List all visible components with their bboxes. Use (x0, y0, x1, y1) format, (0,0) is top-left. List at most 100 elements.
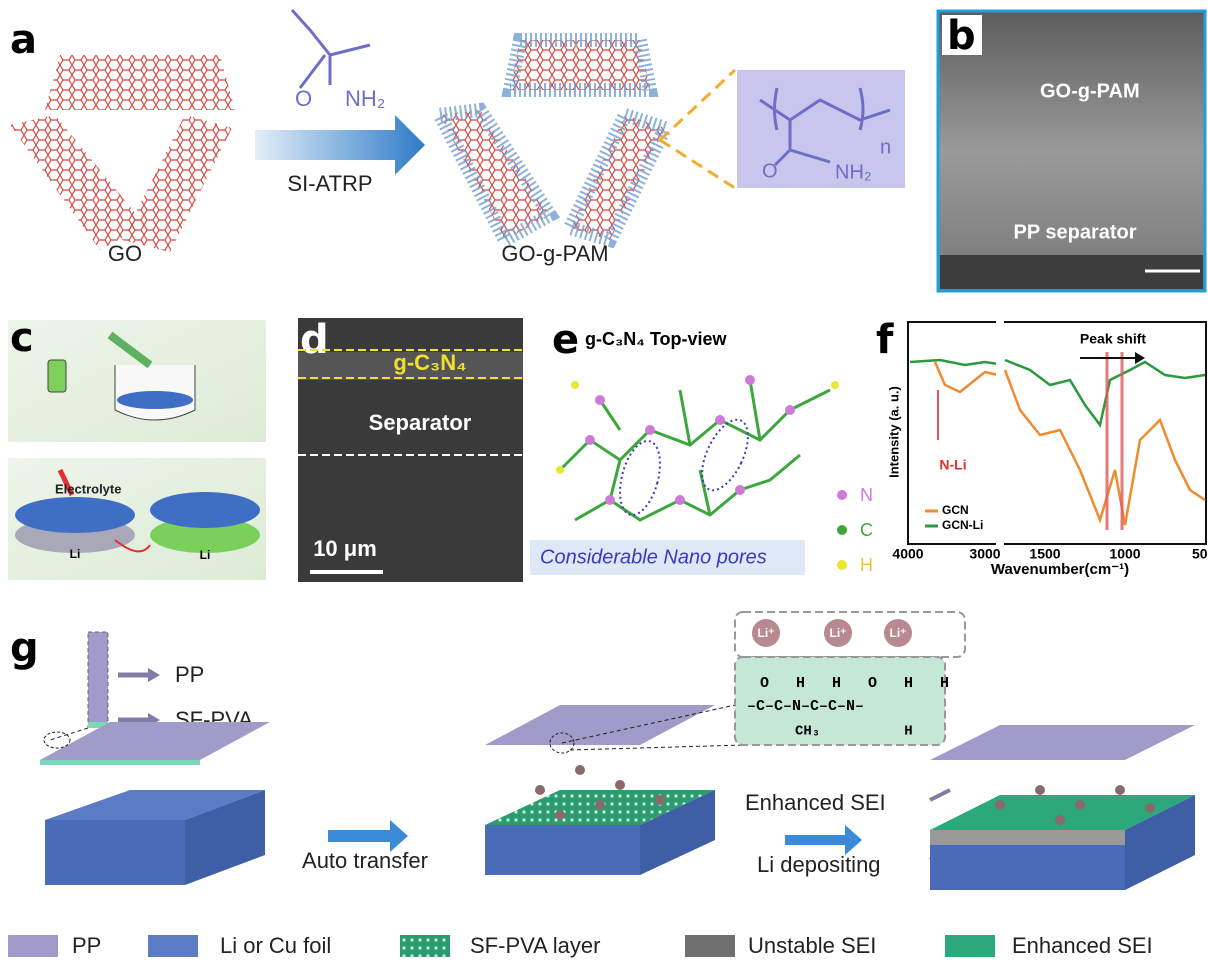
group (1105, 352, 1124, 530)
shape (598, 379, 762, 516)
shape (942, 15, 982, 55)
label: N-Li (939, 457, 966, 473)
shape (595, 800, 605, 810)
label: Unstable SEI (748, 933, 876, 958)
label: Li (200, 548, 211, 562)
shape (255, 115, 425, 175)
shape (837, 560, 847, 570)
shape (595, 395, 605, 405)
label: f (876, 317, 894, 363)
label: Electrolyte (55, 481, 121, 496)
label: GO-g-PAM (1040, 80, 1140, 102)
label: a (10, 17, 37, 63)
shape (40, 760, 200, 765)
label: Considerable Nano pores (540, 546, 767, 568)
label: Li (70, 547, 81, 561)
label: 3000 (969, 546, 1000, 562)
label: NH₂ (345, 86, 385, 111)
shape (45, 790, 265, 820)
shape (560, 106, 675, 249)
panel-f: f Peak shift N-Li Intensity (a. u.) GCN … (876, 317, 1208, 578)
shape (40, 722, 270, 760)
shape (107, 331, 153, 369)
panel-c: c Electrolyte Li Li (8, 315, 266, 580)
shape (619, 440, 661, 516)
label: N (860, 485, 873, 505)
shape (47, 359, 67, 393)
shape (574, 453, 801, 522)
shape (8, 935, 58, 957)
shape (831, 381, 839, 389)
shape (10, 115, 145, 250)
label: SF-PVA layer (470, 933, 600, 958)
panel-a: a GO O NH₂ SI-ATRP GO-g-PAM n O NH₂ (10, 8, 905, 266)
shape (43, 731, 71, 749)
shape (150, 492, 260, 528)
shape (45, 820, 185, 885)
label: Enhanced SEI (745, 790, 886, 815)
shape (530, 540, 805, 575)
shape (737, 70, 905, 188)
label: GO-g-PAM (501, 241, 608, 266)
label: Intensity (a. u.) (886, 386, 901, 478)
shape (185, 790, 265, 885)
shape (675, 495, 685, 505)
label: Li or Cu foil (220, 933, 331, 958)
shape (429, 102, 561, 250)
shape (555, 810, 565, 820)
shape (298, 352, 523, 380)
label: n (880, 136, 891, 158)
label: SI-ATRP (287, 171, 372, 196)
shape (122, 115, 232, 252)
shape (87, 631, 109, 728)
shape (1125, 795, 1195, 890)
shape (1055, 815, 1065, 825)
shape (734, 656, 946, 746)
label: PP (72, 933, 101, 958)
shape (655, 795, 665, 805)
label: 4000 (892, 546, 923, 562)
shape (645, 425, 655, 435)
label: –C–C–N–C–C–N– (747, 698, 864, 715)
shape (88, 722, 108, 728)
shape (150, 517, 260, 553)
shape (57, 468, 75, 497)
label: PP separator (1013, 221, 1136, 243)
shape (930, 845, 1125, 890)
label: NH₂ (835, 161, 872, 183)
shape (561, 704, 746, 751)
label: O (295, 86, 312, 111)
label: CH₃ H (795, 724, 913, 740)
shape (884, 619, 912, 647)
shape (615, 780, 625, 790)
panel-g: g PP SF-PVA Auto transfer Li⁺ Li⁺ Li⁺ O … (10, 611, 1195, 890)
label: Peak shift (1080, 331, 1146, 347)
shape (148, 668, 160, 682)
shape (1004, 358, 1206, 428)
label: Auto transfer (302, 848, 428, 873)
label: Li⁺ (758, 626, 775, 640)
shape (785, 825, 862, 855)
shape (824, 619, 852, 647)
shape (485, 825, 640, 875)
shape (773, 87, 865, 131)
shape (485, 705, 715, 745)
shape (549, 732, 575, 754)
shape (1075, 800, 1085, 810)
shape (501, 33, 659, 97)
label: GO (108, 241, 142, 266)
shape (701, 418, 749, 492)
label: H (860, 555, 873, 575)
shape (117, 391, 193, 409)
panel-d: d g-C₃N₄ Separator 10 μm (298, 317, 523, 582)
shape (933, 361, 999, 394)
label: Wavenumber(cm⁻¹) (991, 561, 1129, 578)
shape (114, 539, 151, 553)
legend: PP Li or Cu foil SF-PVA layer Unstable S… (8, 933, 1153, 958)
shape (715, 415, 725, 425)
shape (996, 318, 1004, 548)
shape (658, 68, 737, 190)
label: e (552, 317, 579, 363)
shape (936, 9, 1207, 293)
